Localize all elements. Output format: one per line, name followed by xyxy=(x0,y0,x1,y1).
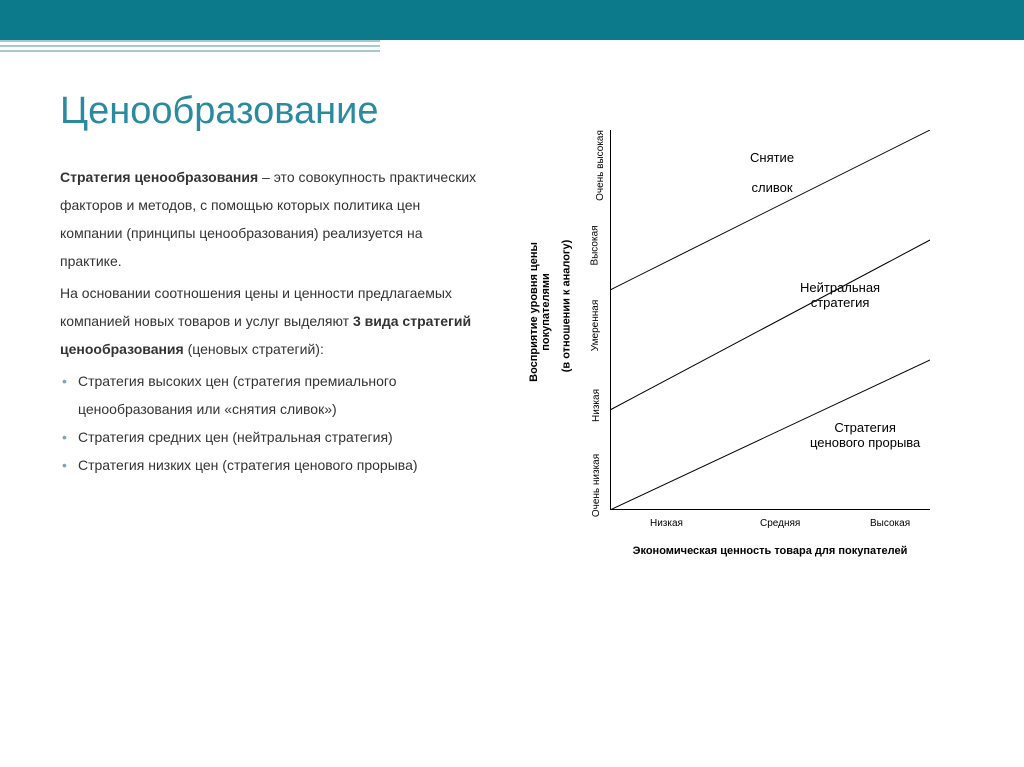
x-tick: Высокая xyxy=(870,518,910,529)
strategy-chart: Восприятие уровня цены покупателями (в о… xyxy=(510,130,950,610)
content-area: Ценообразование Стратегия ценообразовани… xyxy=(0,40,1024,630)
second-part2: (ценовых стратегий): xyxy=(184,341,324,357)
right-column: Восприятие уровня цены покупателями (в о… xyxy=(510,90,964,610)
list-item: Стратегия высоких цен (стратегия премиал… xyxy=(60,367,480,423)
list-item: Стратегия средних цен (нейтральная страт… xyxy=(60,423,480,451)
list-item: Стратегия низких цен (стратегия ценового… xyxy=(60,451,480,479)
x-axis-label: Экономическая ценность товара для покупа… xyxy=(610,545,930,557)
bullet-list: Стратегия высоких цен (стратегия премиал… xyxy=(60,367,480,479)
left-column: Ценообразование Стратегия ценообразовани… xyxy=(60,90,480,610)
y-tick: Низкая xyxy=(591,389,602,422)
region-label-bottom: Стратегия ценового прорыва xyxy=(810,420,920,450)
x-tick: Низкая xyxy=(650,518,683,529)
y-axis-label: Восприятие уровня цены покупателями xyxy=(528,242,552,382)
y-tick: Очень высокая xyxy=(595,130,606,201)
header-bar xyxy=(0,0,1024,40)
region-label-mid: Нейтральная стратегия xyxy=(800,280,880,310)
accent-lines xyxy=(0,40,380,50)
page-title: Ценообразование xyxy=(60,90,480,133)
intro-paragraph: Стратегия ценообразования – это совокупн… xyxy=(60,163,480,275)
second-paragraph: На основании соотношения цены и ценности… xyxy=(60,279,480,363)
intro-lead-bold: Стратегия ценообразования xyxy=(60,169,258,185)
x-tick: Средняя xyxy=(760,518,800,529)
y-axis-sublabel: (в отношении к аналогу) xyxy=(560,240,572,373)
region-label-top: Снятие сливок xyxy=(750,150,794,195)
y-tick: Очень низкая xyxy=(591,454,602,517)
y-tick: Высокая xyxy=(590,225,601,265)
y-tick: Умеренная xyxy=(590,300,601,351)
